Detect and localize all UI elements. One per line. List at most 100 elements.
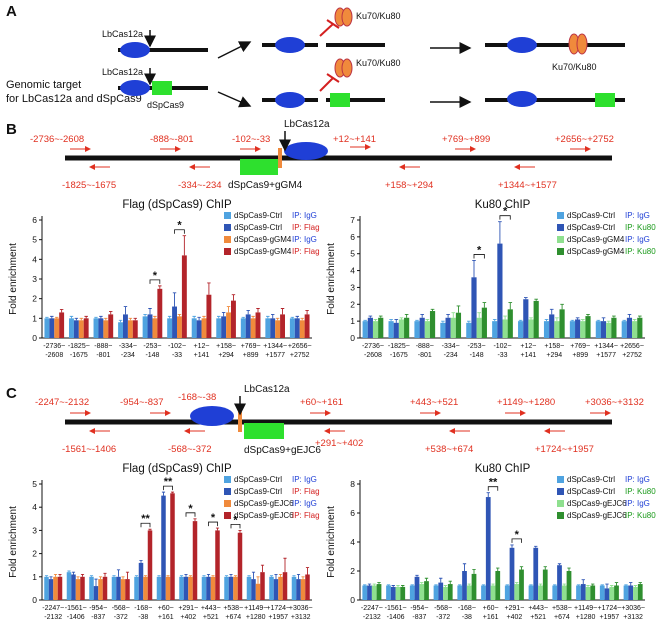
error-bar [439,577,443,583]
bar [44,318,50,338]
error-bar [386,584,391,586]
error-bar [430,308,435,312]
bar [455,312,462,338]
bar [278,576,283,600]
error-bar [591,583,595,586]
bar [142,316,148,338]
error-bar [125,571,130,580]
error-bar [215,527,220,531]
error-bar [202,315,206,319]
bar [250,318,256,338]
x-tick-label: -1825~ -1675 [388,343,410,359]
bar [59,312,65,338]
x-tick-label: -2247~ -2132 [361,605,383,621]
significance: * [153,270,158,282]
chart-title: Ku80 ChIP [475,199,531,211]
bar [210,576,216,600]
legend-ip: IP: Flag [292,223,320,232]
bar [580,584,586,600]
panel-label: C [6,385,17,402]
legend-ip: IP: IgG [625,475,650,484]
bar [201,576,207,600]
legend-label: dSpCas9-gEJC6 [234,499,294,508]
error-bar [98,576,103,580]
bar [400,586,406,600]
error-bar [467,583,471,586]
x-tick-label: +2656~ +2752 [288,343,312,359]
x-tick-label: -1561~ -1406 [65,605,87,621]
chart: Ku80 ChIP Fold enrichment 0 1 2 3 4 5 6 7 -2736~ -2… [326,199,656,359]
bar [404,317,410,338]
y-tick-label: 5 [32,235,37,245]
bar [585,586,591,600]
error-bar [586,585,590,587]
error-bar [534,545,538,548]
bar [376,584,382,600]
x-tick-label: +769~ +899 [241,343,261,359]
bar [125,579,130,600]
bar [398,319,405,338]
bar [147,530,153,600]
error-bar [260,564,265,573]
error-bar [139,560,143,563]
legend-label: dSpCas9-gGM4 [234,235,292,244]
bar [450,317,456,338]
legend-swatch [557,476,564,483]
error-bar [76,576,80,580]
error-bar [49,576,53,580]
dspcas9 [330,93,350,107]
bar [53,576,58,600]
bar [409,585,415,600]
error-bar [295,315,299,319]
error-bar [305,567,310,575]
bar [554,321,560,338]
bar [443,586,448,600]
bar [580,321,586,338]
bar [215,530,220,600]
legend-label: dSpCas9-gEJC6 [567,511,627,520]
significance-bracket [487,486,499,491]
error-bar [508,302,513,310]
bar [260,572,265,600]
error-bar [296,574,301,580]
x-tick-label: +1344~ +1577 [263,343,287,359]
significance-bracket [163,485,173,491]
legend-ip: IP: Flag [292,487,320,496]
y-axis-label: Fold enrichment [8,243,19,315]
x-tick-label: +1724~ +1957 [598,605,622,621]
error-bar [241,316,245,319]
bar [429,311,436,338]
y-tick-label: 6 [350,232,355,242]
error-bar [399,317,404,320]
legend-swatch [224,500,231,507]
guide-label: dSpCas9+gGM4 [228,180,303,191]
bar [438,582,444,600]
error-bar [510,544,514,548]
error-bar [553,584,557,586]
legend-ip: IP: Ku80 [625,223,656,232]
bar [559,309,565,338]
lbcas12a [120,80,150,96]
dcas-label: dSpCas9 [147,100,184,110]
bar [609,586,615,600]
error-bar [462,563,467,571]
y-tick-label: 4 [350,537,355,547]
bar [633,586,638,600]
error-bar [524,297,528,300]
error-bar [372,583,376,586]
bar [614,585,619,600]
bar [172,306,177,338]
bar [576,585,581,600]
error-bar [118,319,123,323]
error-bar [67,570,71,573]
legend-swatch [557,248,564,255]
bar [201,318,207,338]
error-bar [193,518,197,522]
error-bar [477,312,481,318]
y-tick-label: 3 [32,274,37,284]
error-bar [170,491,175,494]
error-bar [157,575,161,577]
bar [538,585,543,600]
error-bar [247,575,251,577]
error-bar [503,315,507,320]
